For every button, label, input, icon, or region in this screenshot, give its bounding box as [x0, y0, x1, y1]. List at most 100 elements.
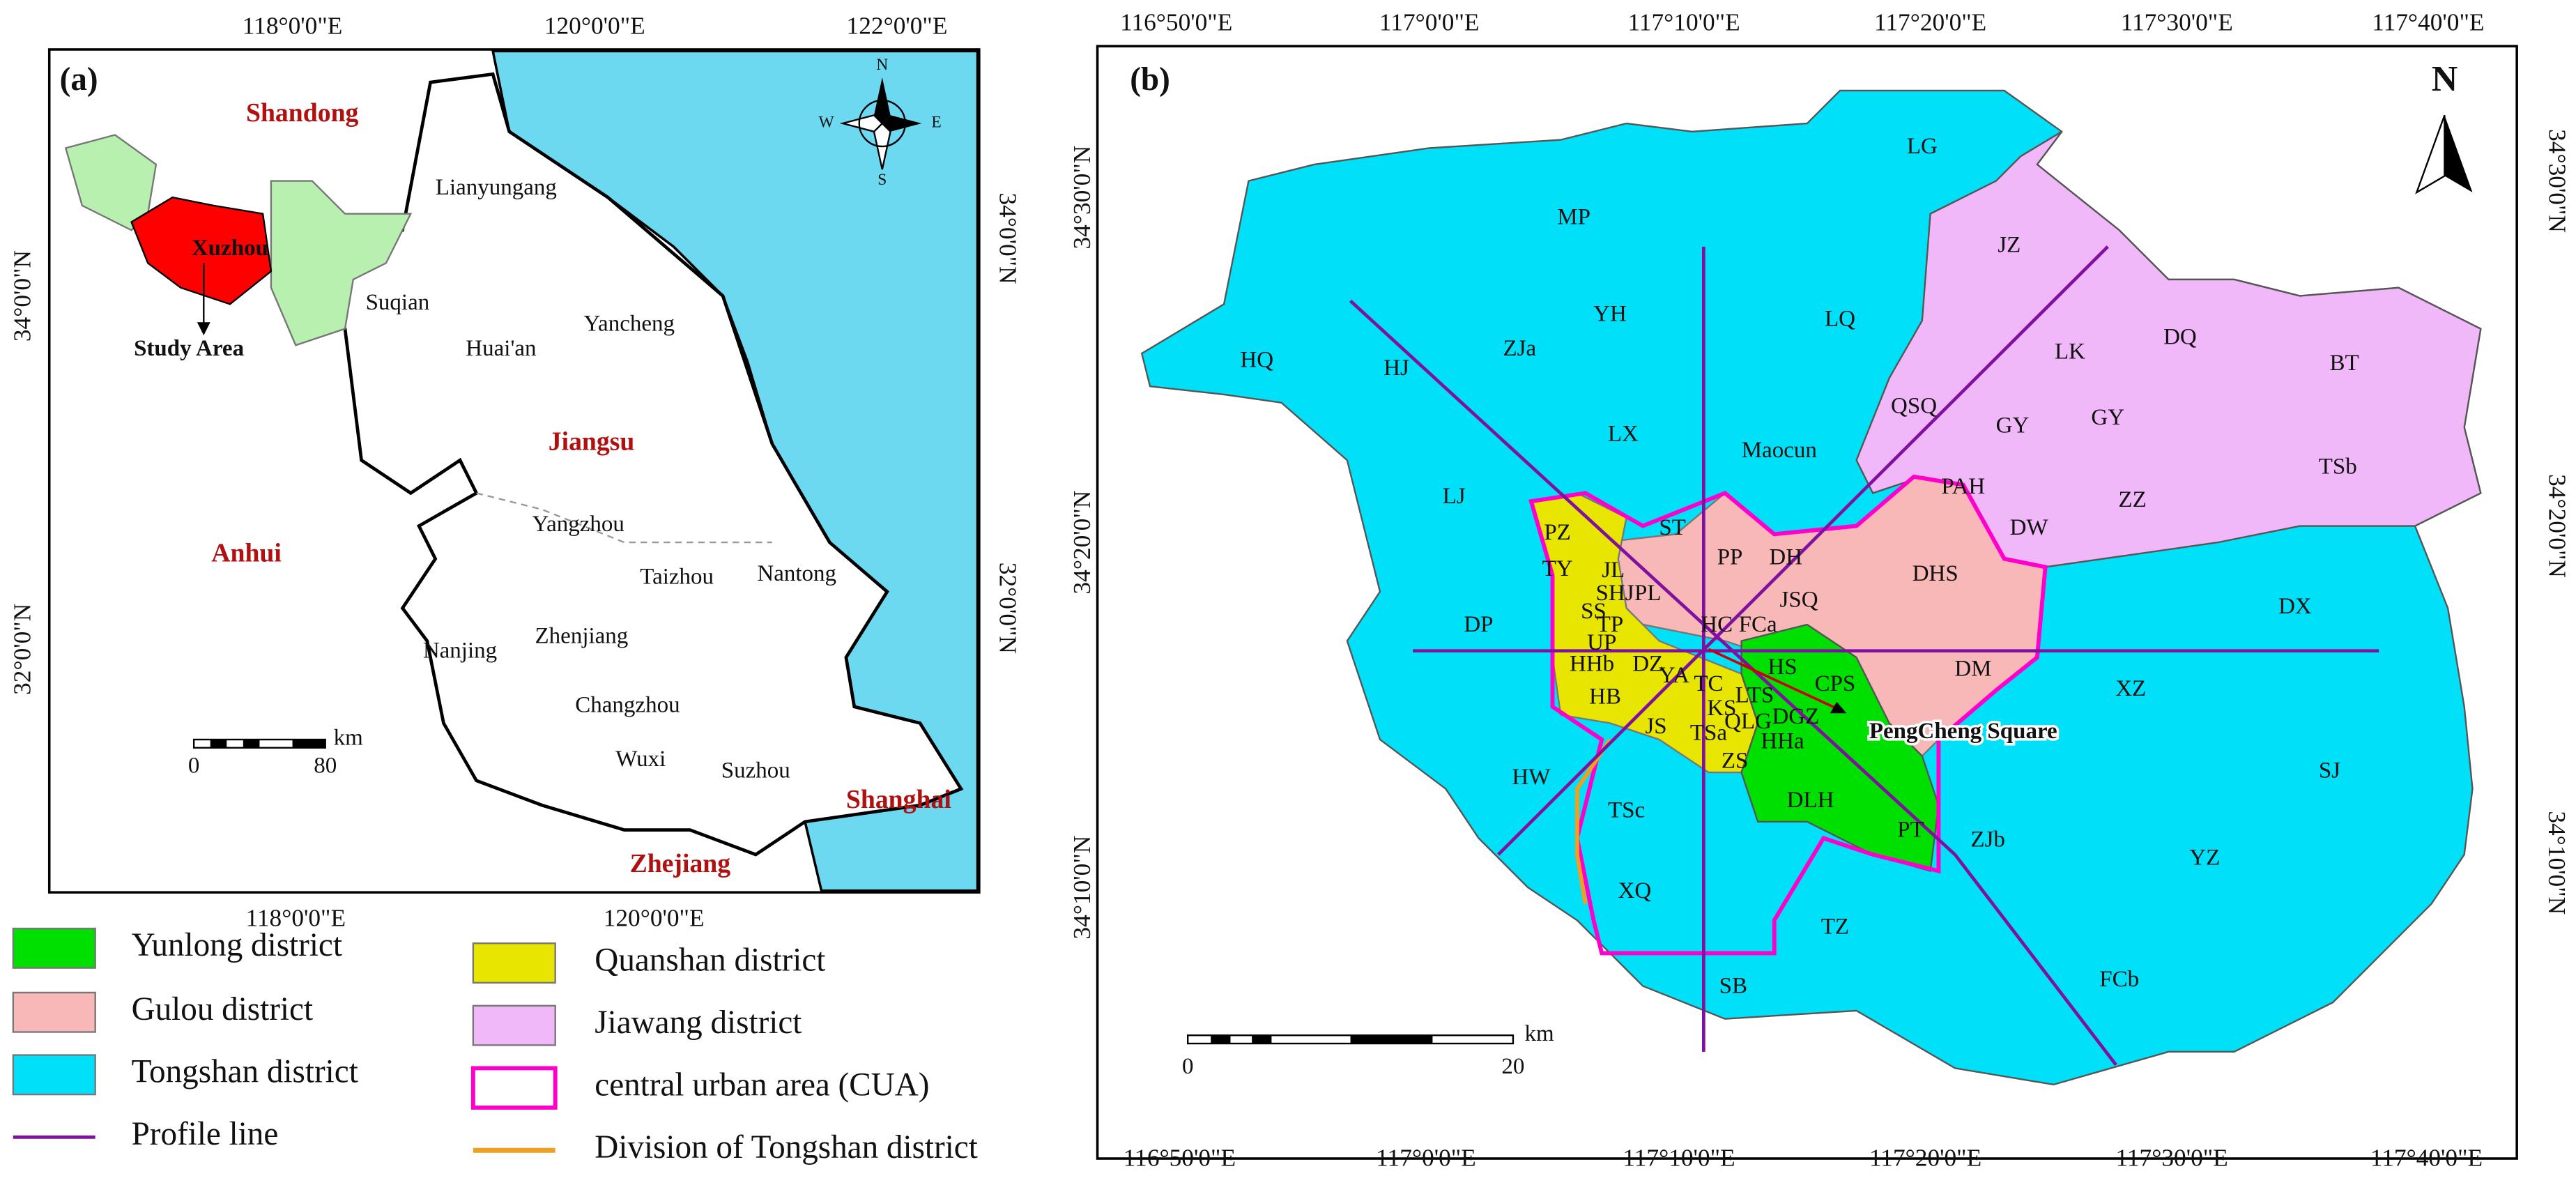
place-label: Xuzhou: [192, 236, 268, 261]
place-label: DP: [1464, 612, 1493, 637]
legend-label: Gulou district: [132, 991, 313, 1027]
place-label: JS: [1645, 714, 1666, 739]
place-label: Changzhou: [575, 692, 680, 717]
place-label: Maocun: [1742, 438, 1817, 463]
lat-tick-label: 34°0'0"N: [8, 250, 36, 342]
place-label: HC: [1701, 612, 1733, 637]
place-label: TSa: [1690, 720, 1728, 745]
place-label: DHS: [1912, 561, 1958, 586]
legend-label: Jiawang district: [595, 1004, 802, 1041]
place-label: DM: [1954, 657, 1991, 682]
place-label: Suzhou: [721, 758, 790, 783]
place-label: PP: [1717, 544, 1743, 569]
place-label: Zhejiang: [630, 849, 731, 878]
place-label: DGZ: [1772, 704, 1819, 729]
place-label: HQ: [1240, 347, 1273, 372]
place-label: QLG: [1724, 709, 1772, 734]
place-label: LG: [1907, 134, 1938, 159]
place-label: Suqian: [366, 290, 430, 315]
place-label: Nanjing: [423, 639, 497, 664]
place-label: HHb: [1570, 651, 1614, 676]
place-label: PAH: [1941, 474, 1985, 499]
place-label: QSQ: [1891, 393, 1937, 418]
lon-tick-label: 117°30'0"E: [2121, 8, 2233, 36]
place-label: XQ: [1618, 878, 1652, 903]
place-label: HHa: [1761, 728, 1804, 754]
place-label: Shanghai: [846, 785, 951, 814]
place-label: HB: [1589, 685, 1621, 710]
place-label: GY: [1996, 413, 2030, 438]
lat-tick-label: 34°30'0"N: [2543, 129, 2571, 233]
compass-label: N: [876, 56, 888, 74]
lon-tick-label: 117°0'0"E: [1376, 1144, 1476, 1172]
lat-tick-label: 32°0'0"N: [8, 604, 36, 695]
place-label: ZJb: [1970, 827, 2005, 853]
place-label: DLH: [1787, 788, 1834, 813]
place-label: FCa: [1739, 612, 1777, 637]
place-label: TP: [1597, 612, 1624, 637]
place-label: SHJ: [1596, 581, 1634, 606]
place-label: LJ: [1443, 484, 1466, 509]
legend-label: central urban area (CUA): [595, 1066, 929, 1103]
place-label: JZ: [1998, 232, 2021, 257]
scale-label: 20: [1501, 1054, 1524, 1079]
place-label: DX: [2278, 594, 2312, 619]
legend-swatches: [12, 927, 558, 1153]
lon-tick-label: 118°0'0"E: [243, 11, 343, 39]
place-label: SJ: [2319, 758, 2340, 783]
place-label: LQ: [1825, 306, 1855, 331]
place-label: LK: [2055, 339, 2085, 365]
place-label: DQ: [2163, 324, 2197, 349]
lat-tick-label: 34°10'0"N: [1068, 836, 1096, 940]
lon-tick-label: 120°0'0"E: [604, 903, 705, 931]
lon-tick-label: 117°10'0"E: [1627, 8, 1740, 36]
place-label: ZS: [1722, 749, 1749, 774]
panel-label: (a): [60, 61, 98, 98]
place-label: MP: [1557, 204, 1590, 229]
place-label: DZ: [1632, 651, 1663, 676]
lon-tick-label: 118°0'0"E: [245, 903, 346, 931]
place-label: ST: [1659, 515, 1686, 540]
place-label: Taizhou: [640, 565, 714, 590]
scale-unit: km: [1525, 1021, 1555, 1046]
lat-tick-label: 32°0'0"N: [994, 563, 1022, 654]
lon-tick-label: 117°30'0"E: [2116, 1144, 2228, 1172]
compass-label: W: [819, 113, 835, 131]
place-label: Zhenjiang: [535, 623, 629, 648]
lon-tick-label: 120°0'0"E: [544, 11, 645, 39]
place-label: YZ: [2189, 846, 2220, 871]
compass-label: S: [877, 171, 887, 189]
place-label: Yangzhou: [532, 512, 624, 537]
scale-unit: km: [334, 726, 364, 751]
place-label: HW: [1512, 765, 1551, 790]
legend-label: Quanshan district: [595, 942, 825, 978]
place-label: KS: [1707, 696, 1736, 721]
place-label: ZJa: [1503, 336, 1537, 361]
place-label: JSQ: [1780, 588, 1818, 613]
place-label: TSb: [2319, 454, 2357, 480]
place-label: Shandong: [246, 98, 359, 128]
place-label: PL: [1634, 581, 1662, 606]
place-label: Study Area: [134, 336, 244, 361]
place-label: DW: [2010, 515, 2049, 540]
lat-tick-label: 34°20'0"N: [2543, 474, 2571, 578]
scale-label: 0: [188, 754, 200, 779]
panel-label: (b): [1130, 61, 1170, 98]
scale-label: 0: [1182, 1054, 1194, 1079]
place-label: YH: [1593, 301, 1627, 326]
scale-label: 80: [314, 754, 337, 779]
legend-label: Tongshan district: [132, 1054, 358, 1090]
place-label: UP: [1587, 630, 1616, 655]
place-label: Lianyungang: [436, 175, 557, 200]
place-label: XZ: [2115, 676, 2146, 701]
lon-tick-label: 117°0'0"E: [1379, 8, 1480, 36]
lat-tick-label: 34°0'0"N: [994, 192, 1022, 284]
place-label: PZ: [1544, 520, 1571, 545]
lon-tick-label: 116°50'0"E: [1120, 8, 1232, 36]
panel-a-map: [47, 48, 981, 894]
lat-tick-label: 34°30'0"N: [1068, 146, 1096, 250]
place-label: Wuxi: [615, 747, 666, 772]
place-label: YA: [1659, 663, 1689, 688]
lat-tick-label: 34°20'0"N: [1068, 491, 1096, 595]
compass-label: E: [931, 113, 941, 131]
